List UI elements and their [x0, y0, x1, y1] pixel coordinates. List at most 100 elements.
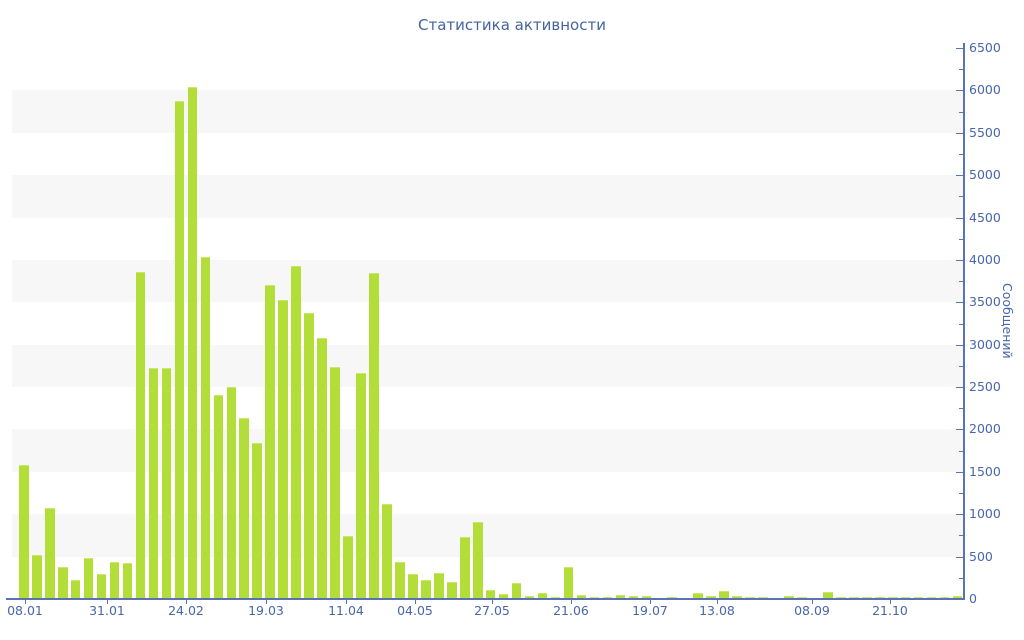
x-tick-label: 21.06 — [553, 603, 589, 618]
x-tick-label: 11.04 — [328, 603, 364, 618]
bar — [395, 561, 405, 599]
x-tick-label: 24.02 — [168, 603, 204, 618]
stripe — [12, 175, 964, 218]
bar — [732, 596, 742, 599]
y-tick-label: 500 — [969, 548, 993, 564]
x-axis-line — [6, 598, 965, 600]
bars-container — [19, 48, 963, 599]
y-tick-label: 4000 — [969, 251, 1001, 267]
x-tick — [717, 600, 718, 604]
y-axis-title: Сообщений — [1000, 283, 1015, 359]
bar — [939, 596, 950, 599]
x-tick — [812, 600, 813, 604]
bar — [161, 368, 172, 599]
x-tick-label: 19.07 — [632, 603, 668, 618]
x-tick-label: 08.01 — [7, 603, 43, 618]
y-tick-major — [956, 90, 964, 92]
y-tick-minor — [959, 408, 964, 410]
bar — [174, 100, 185, 599]
y-tick-major — [956, 429, 964, 431]
x-tick — [186, 600, 187, 604]
y-tick-major — [956, 514, 964, 516]
y-tick-major — [956, 259, 964, 261]
bar — [213, 394, 224, 599]
y-tick-label: 1000 — [969, 506, 1001, 522]
bar — [291, 265, 301, 599]
bar — [446, 582, 457, 599]
bar — [356, 372, 366, 599]
bar — [472, 522, 483, 599]
y-tick-minor — [959, 196, 964, 198]
bar — [719, 590, 729, 599]
bar — [239, 418, 250, 599]
bar — [135, 271, 146, 599]
y-tick-label: 4500 — [969, 209, 1001, 225]
bar — [19, 465, 29, 599]
y-tick-minor — [959, 111, 964, 113]
y-tick-major — [956, 302, 964, 304]
bar — [706, 596, 716, 599]
y-tick-minor — [959, 323, 964, 325]
y-tick-minor — [959, 281, 964, 283]
y-tick-major — [956, 599, 964, 600]
y-tick-major — [956, 217, 964, 219]
bar — [278, 299, 288, 599]
x-tick-label: 13.08 — [699, 603, 735, 618]
x-tick-label: 21.10 — [872, 603, 908, 618]
bar — [913, 596, 924, 599]
bar — [693, 592, 703, 599]
bar — [148, 368, 159, 599]
y-tick-major — [956, 344, 964, 346]
bar — [343, 536, 353, 599]
y-tick-major — [956, 387, 964, 389]
bar — [226, 387, 237, 599]
y-tick-minor — [959, 450, 964, 452]
stripe — [12, 90, 964, 133]
y-tick-label: 2000 — [969, 421, 1001, 437]
bar — [304, 313, 314, 599]
bar — [252, 443, 263, 599]
y-tick-label: 5000 — [969, 167, 1001, 183]
x-tick-label: 31.01 — [89, 603, 125, 618]
bar — [641, 596, 652, 599]
bar — [109, 561, 120, 599]
bar — [434, 572, 444, 599]
bar — [122, 563, 133, 599]
bar — [602, 596, 613, 599]
bar — [459, 537, 470, 599]
y-tick-label: 1500 — [969, 463, 1001, 479]
x-tick — [571, 600, 572, 604]
bar — [861, 596, 872, 599]
bar — [330, 366, 340, 599]
y-tick-minor — [959, 535, 964, 537]
x-tick — [890, 600, 891, 604]
bar — [57, 566, 68, 599]
x-tick — [25, 600, 26, 604]
y-tick-minor — [959, 69, 964, 71]
bar — [784, 596, 794, 599]
bar — [498, 593, 509, 599]
x-tick — [346, 600, 347, 604]
x-tick — [266, 600, 267, 604]
bar — [317, 337, 327, 599]
y-tick-label: 3000 — [969, 336, 1001, 352]
y-tick-minor — [959, 153, 964, 155]
x-tick-label: 04.05 — [397, 603, 433, 618]
bar — [44, 508, 55, 599]
y-tick-label: 6000 — [969, 82, 1001, 98]
y-tick-minor — [959, 493, 964, 495]
bar — [96, 573, 107, 599]
y-tick-minor — [959, 577, 964, 579]
stripe — [12, 259, 964, 303]
y-tick-major — [956, 556, 964, 558]
bar — [369, 272, 379, 599]
y-tick-label: 0 — [969, 591, 977, 606]
bar — [31, 554, 42, 599]
chart-title: Статистика активности — [418, 16, 606, 34]
y-tick-major — [956, 471, 964, 473]
x-tick — [650, 600, 651, 604]
bar — [537, 592, 548, 599]
bar — [823, 591, 833, 599]
y-tick-label: 3500 — [969, 294, 1001, 310]
